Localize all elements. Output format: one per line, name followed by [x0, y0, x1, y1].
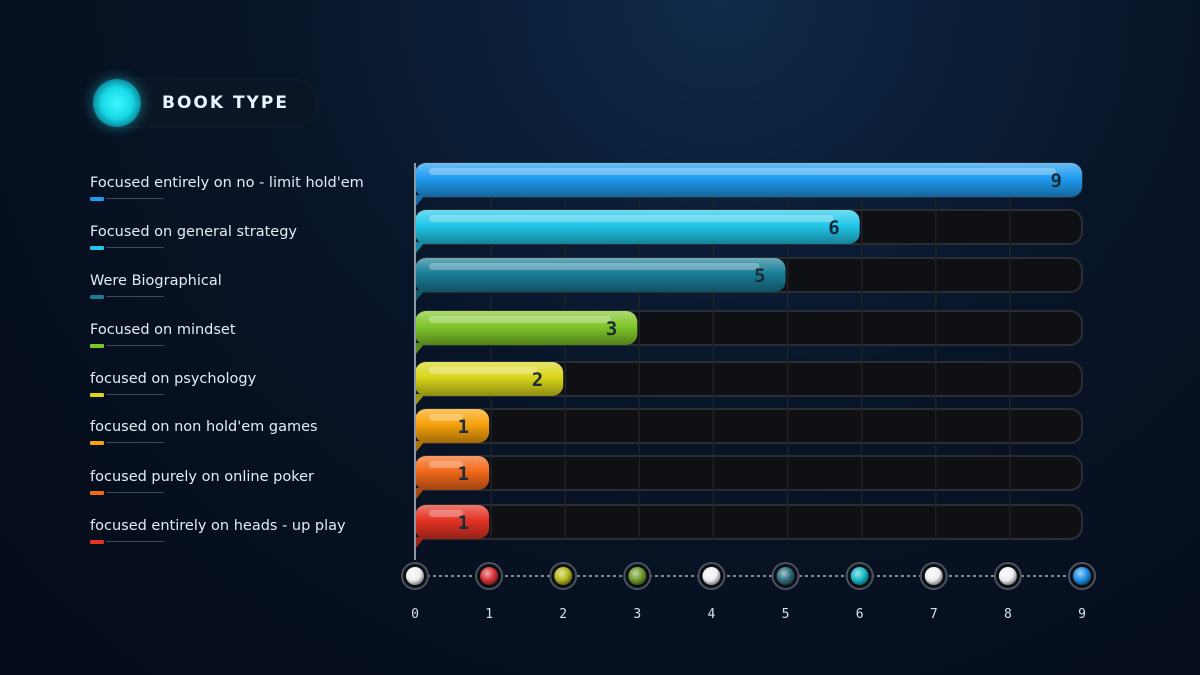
legend-rule [106, 296, 164, 297]
legend-underline [90, 344, 164, 348]
legend-item: Focused on mindset [90, 322, 410, 348]
bar-6 [415, 409, 490, 443]
bar-1 [415, 163, 1082, 197]
legend-swatch [90, 344, 104, 348]
legend-label: focused on non hold'em games [90, 419, 318, 435]
chart-title-pill: BOOK TYPE [92, 78, 318, 128]
legend-item: Focused on general strategy [90, 224, 410, 250]
bar-highlight [429, 168, 1056, 175]
legend-underline [90, 295, 164, 299]
x-tick-label: 7 [930, 607, 938, 622]
tick-marker [998, 567, 1017, 585]
tick-marker [776, 567, 795, 585]
tick-marker [1073, 567, 1091, 585]
bar-5 [415, 362, 564, 396]
legend-underline [90, 491, 164, 495]
tick-marker [702, 567, 721, 585]
chart-title: BOOK TYPE [162, 93, 289, 113]
bar-value-label: 1 [458, 512, 469, 534]
bar-tail [415, 195, 425, 207]
legend-swatch [90, 491, 104, 495]
bar-highlight [429, 215, 834, 222]
bar-tail [415, 343, 425, 355]
legend-label: focused entirely on heads - up play [90, 518, 346, 534]
x-tick-label: 3 [633, 607, 641, 622]
legend-item: Were Biographical [90, 273, 410, 299]
legend-item: focused on non hold'em games [90, 419, 410, 445]
legend-rule [106, 198, 164, 199]
bar-value-label: 3 [606, 318, 617, 340]
x-tick-label: 2 [559, 607, 567, 622]
legend-swatch [90, 441, 104, 445]
legend-label: Focused entirely on no - limit hold'em [90, 175, 364, 191]
bar-highlight [429, 316, 612, 323]
bar-value-label: 1 [458, 463, 469, 485]
legend-underline [90, 540, 164, 544]
legend-label: Were Biographical [90, 273, 222, 289]
bar-value-label: 2 [532, 369, 543, 391]
bar-2 [415, 210, 860, 244]
tick-marker [924, 567, 943, 585]
bar-highlight [429, 461, 464, 468]
legend-underline [90, 393, 164, 397]
legend-rule [106, 247, 164, 248]
tick-marker [628, 567, 647, 585]
bar-tail [415, 394, 425, 406]
tick-marker [554, 567, 573, 585]
bar-3 [415, 258, 786, 292]
bar-tail [415, 488, 425, 500]
x-tick-label: 4 [708, 607, 716, 622]
legend-swatch [90, 197, 104, 201]
legend-rule [106, 492, 164, 493]
bar-tail [415, 537, 425, 549]
bar-highlight [429, 263, 760, 270]
bar-tail [415, 441, 425, 453]
legend-item: focused on psychology [90, 371, 410, 397]
tick-marker [406, 567, 424, 585]
x-tick-label: 9 [1078, 607, 1086, 622]
legend-underline [90, 197, 164, 201]
legend-label: focused on psychology [90, 371, 257, 387]
bar-highlight [429, 414, 464, 421]
legend-item: focused entirely on heads - up play [90, 518, 410, 544]
bar-8 [415, 505, 490, 539]
tick-marker [480, 567, 499, 585]
bar-7 [415, 456, 490, 490]
tick-marker [850, 567, 869, 585]
legend-rule [106, 345, 164, 346]
bar-4 [415, 311, 638, 345]
bar-value-label: 5 [754, 265, 765, 287]
legend-underline [90, 246, 164, 250]
bar-track [414, 504, 1083, 540]
legend-swatch [90, 540, 104, 544]
bar-highlight [429, 367, 538, 374]
bar-value-label: 1 [458, 416, 469, 438]
legend-rule [106, 541, 164, 542]
bar-value-label: 9 [1051, 170, 1062, 192]
legend-label: Focused on mindset [90, 322, 236, 338]
x-tick-label: 5 [782, 607, 790, 622]
x-tick-label: 1 [485, 607, 493, 622]
legend-rule [106, 442, 164, 443]
legend-item: focused purely on online poker [90, 469, 410, 495]
title-dot-icon [93, 79, 141, 127]
bar-value-label: 6 [828, 217, 839, 239]
legend-swatch [90, 246, 104, 250]
legend-underline [90, 441, 164, 445]
x-tick-label: 0 [411, 607, 419, 622]
bar-highlight [429, 510, 464, 517]
legend-rule [106, 394, 164, 395]
legend-item: Focused entirely on no - limit hold'em [90, 175, 410, 201]
bar-track [414, 455, 1083, 491]
bar-tail [415, 290, 425, 302]
legend-swatch [90, 393, 104, 397]
bar-tail [415, 242, 425, 254]
bar-track [414, 408, 1083, 444]
legend-label: focused purely on online poker [90, 469, 314, 485]
x-tick-label: 6 [856, 607, 864, 622]
x-tick-label: 8 [1004, 607, 1012, 622]
legend-swatch [90, 295, 104, 299]
legend-label: Focused on general strategy [90, 224, 298, 240]
